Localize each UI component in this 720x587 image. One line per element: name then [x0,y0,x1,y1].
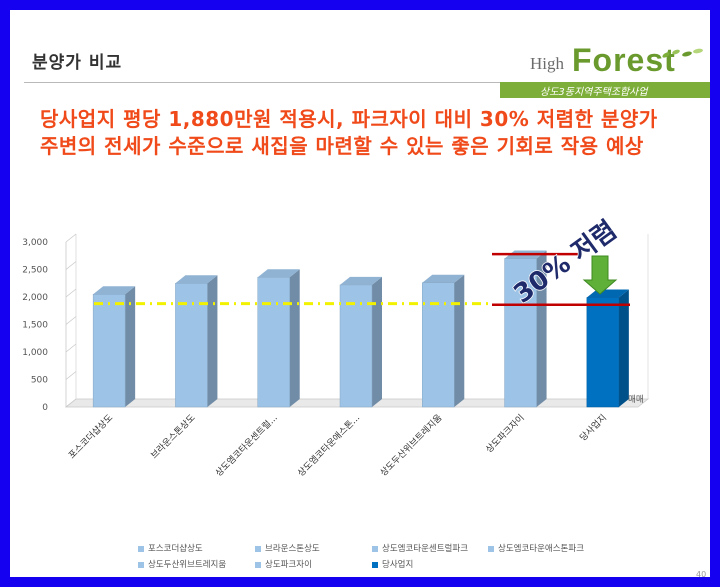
y-tick-mark [65,233,77,243]
y-tick-mark [65,343,77,353]
y-tick-mark [65,371,77,380]
legend-label: 상도엠코타운애스톤파크 [498,544,585,554]
legend-swatch [255,561,261,568]
x-tick-label: 당사업지 [578,412,609,443]
bar [586,297,620,408]
y-tick-label: 1,000 [22,348,48,358]
x-tick-label: 상도파크자이 [484,412,527,455]
legend-swatch [488,545,494,552]
high-forest-logo: High Forest 상도3동지역주택조합사업 [500,38,710,100]
headline-line-1: 당사업지 평당 1,880만원 적용시, 파크자이 대비 30% 저렴한 분양가 [40,107,658,131]
legend-label: 상도파크자이 [265,560,312,570]
bar-side [207,275,218,407]
legend-swatch [372,545,378,552]
y-tick-label: 3,000 [22,238,48,248]
bar-top [175,275,218,284]
slide-title: 분양가 비교 [32,53,123,73]
x-tick-label: 포스코더샵상도 [66,412,115,461]
bar [92,294,126,408]
logo-subtitle: 상도3동지역주택조합사업 [540,87,648,98]
y-tick-mark [65,316,77,325]
logo-subtitle-bar [500,82,710,98]
bar [504,258,537,408]
legend-label: 브라운스톤상도 [265,544,320,554]
legend-item: 상도엠코타운애스톤파크 [488,542,584,554]
bar [257,276,290,408]
x-tick-label: 상도두산위브트레지움 [378,412,444,478]
legend-item: 상도파크자이 [255,558,312,570]
logo-high-text: High [530,54,564,73]
bar-top [422,274,465,283]
bar [422,282,455,408]
legend-swatch [372,561,378,568]
legend-swatch [138,545,144,552]
x-tick-label: 브라운스톤상도 [149,412,198,461]
y-tick-label: 0 [42,403,48,413]
bar-side [125,286,136,407]
down-arrow-icon [582,255,618,295]
x-tick-label: 상도엠코타운센트럴... [213,412,280,479]
y-tick-mark [65,288,77,298]
y-tick-mark [65,261,77,270]
legend-label: 상도두산위브트레지움 [148,560,227,570]
bar-side [372,276,382,407]
bar-top [340,276,382,285]
legend-label: 포스코더샵상도 [148,544,203,554]
bar-side [289,269,300,407]
headline-line-2: 주변의 전세가 수준으로 새집을 마련할 수 있는 좋은 기회로 작용 예상 [40,134,644,158]
bar [339,284,373,408]
y-tick-label: 500 [31,376,48,386]
bar-top [257,269,300,278]
title-divider [24,82,500,83]
y-tick-label: 1,500 [22,321,48,331]
y-tick-mark [65,398,77,408]
legend-label: 상도엠코타운센트럴파크 [382,544,469,554]
bar [175,283,208,408]
x-tick-label: 상도엠코타운애스톤... [295,412,362,479]
leaf-icon [662,48,703,58]
y-tick-label: 2,500 [22,266,48,276]
bar-top [93,286,136,295]
legend-item: 상도두산위브트레지움 [138,558,226,570]
axis-end-label: 매매 [628,395,644,405]
legend-item: 포스코더샵상도 [138,542,203,554]
legend-swatch [138,561,144,568]
logo-forest-text: Forest [572,42,676,78]
legend-item: 브라운스톤상도 [255,542,320,554]
bar-side [536,250,547,407]
headline: 당사업지 평당 1,880만원 적용시, 파크자이 대비 30% 저렴한 분양가… [40,106,658,160]
legend-label: 당사업지 [382,560,414,570]
y-tick-label: 2,000 [22,293,48,303]
legend-swatch [255,545,261,552]
legend-item: 당사업지 [372,558,413,570]
legend-item: 상도엠코타운센트럴파크 [372,542,468,554]
bar-side [454,274,465,407]
bar-side [618,289,629,407]
page-number: 40 [696,570,707,579]
